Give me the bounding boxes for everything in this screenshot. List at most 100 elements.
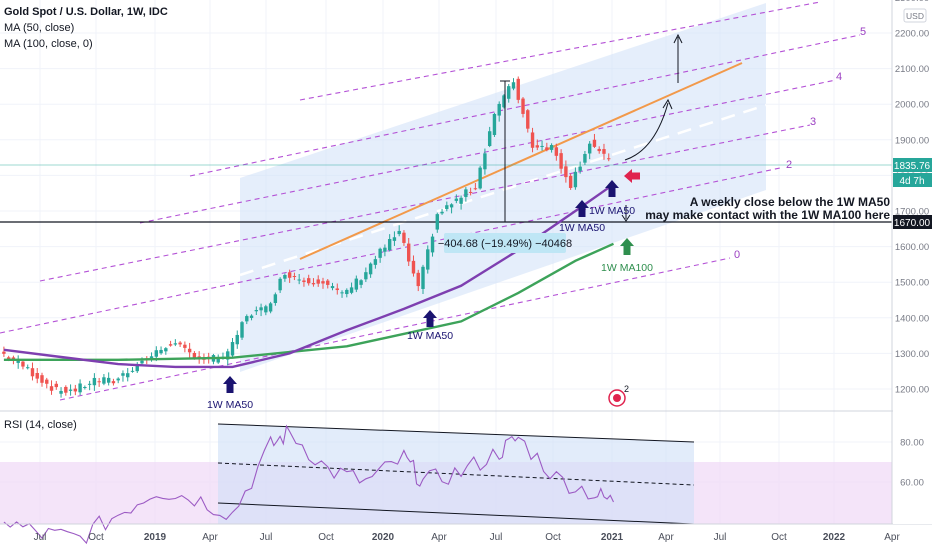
time-tick-label: Jul — [714, 532, 727, 543]
candle-body — [21, 361, 25, 367]
price-axis-bg[interactable] — [893, 0, 932, 524]
time-tick-label: Apr — [202, 532, 218, 543]
time-tick-label: Jul — [34, 532, 47, 543]
candle-body — [2, 351, 6, 354]
candle-body — [526, 110, 530, 129]
candle-body — [468, 191, 473, 193]
candle-body — [502, 95, 506, 108]
time-tick-label: Oct — [545, 532, 561, 543]
currency-badge[interactable] — [903, 8, 927, 23]
time-tick-label: Apr — [658, 532, 674, 543]
candle-body — [30, 368, 35, 377]
candle-body — [573, 171, 578, 188]
candle-body — [16, 359, 20, 363]
candle-body — [483, 153, 487, 170]
candle-body — [283, 275, 287, 279]
rsi-legend[interactable]: RSI (14, close) — [4, 419, 77, 431]
symbol-title: Gold Spot / U.S. Dollar, 1W, IDC — [4, 6, 168, 18]
candle-body — [26, 367, 30, 369]
candle-body — [54, 383, 58, 388]
ma50-legend[interactable]: MA (50, close) — [4, 22, 75, 34]
candle-body — [449, 204, 454, 208]
candle-body — [330, 286, 335, 289]
time-tick-label: Apr — [431, 532, 447, 543]
candle-body — [149, 356, 154, 360]
candle-body — [154, 350, 158, 357]
candle-body — [473, 188, 478, 190]
candle-body — [326, 280, 330, 285]
candle-body — [516, 78, 520, 100]
candle-body — [397, 230, 401, 235]
candle-body — [49, 386, 54, 391]
candle-body — [230, 342, 235, 356]
candle-body — [340, 292, 344, 294]
candle-body — [292, 276, 297, 278]
candle-body — [359, 280, 363, 285]
symbol-legend[interactable]: Gold Spot / U.S. Dollar, 1W, IDC MA (50,… — [4, 4, 168, 52]
price-tick-label: 2300.00 — [895, 0, 929, 4]
time-tick-label: 2022 — [823, 532, 846, 543]
candle-body — [278, 278, 282, 291]
candle-body — [487, 131, 492, 146]
candle-body — [364, 272, 368, 280]
time-tick-label: Oct — [771, 532, 787, 543]
candle-body — [121, 373, 125, 376]
candle-body — [226, 351, 230, 360]
candle-body — [268, 303, 273, 312]
measure-tool — [500, 80, 510, 223]
signal-arrows — [223, 169, 640, 393]
candle-body — [307, 278, 311, 284]
candle-body — [511, 82, 516, 89]
svg-text:3: 3 — [810, 116, 816, 128]
candle-body — [45, 379, 49, 384]
candle-body — [430, 236, 435, 253]
candle-body — [59, 390, 63, 394]
last-price-value: 1835.76 — [894, 161, 931, 172]
price-tick-label: 1200.00 — [895, 385, 929, 396]
candle-body — [64, 386, 68, 393]
rsi-channel-mid — [217, 462, 695, 486]
candle-body — [345, 289, 349, 295]
candle-body — [87, 383, 92, 385]
candle-body — [192, 352, 197, 359]
candle-body — [407, 243, 411, 262]
candle-body — [126, 373, 130, 378]
candle-body — [559, 153, 563, 169]
ma50-label-2: 1W MA50 — [407, 330, 453, 342]
ma100-legend[interactable]: MA (100, close, 0) — [4, 38, 93, 50]
candle-body — [92, 377, 97, 386]
candle-body — [273, 294, 278, 304]
projection-arrows — [621, 33, 683, 222]
price-tick-label: 1900.00 — [895, 135, 929, 146]
candle-body — [259, 307, 263, 311]
candle-body — [530, 132, 535, 148]
channel-labels: 0 2 3 4 5 — [734, 26, 866, 261]
candle-body — [287, 272, 292, 278]
ma50-arrow-icon — [605, 180, 619, 197]
candle-body — [597, 148, 601, 152]
candle-body — [321, 281, 325, 284]
price-tick-label: 2200.00 — [895, 29, 929, 40]
candle-body — [102, 377, 106, 384]
ma100-label: 1W MA100 — [601, 262, 653, 274]
ma50-label-3: 1W MA50 — [559, 222, 605, 234]
candle-body — [78, 383, 82, 393]
candle-body — [392, 237, 397, 241]
candle-body — [311, 283, 316, 285]
candle-body — [459, 197, 463, 204]
candle-body — [416, 272, 420, 287]
candle-body — [316, 279, 320, 284]
candle-body — [578, 166, 582, 171]
time-axis[interactable]: Jul Oct 2019 Apr Jul Oct 2020 Apr Jul Oct 2021 Apr J… — [34, 532, 901, 543]
candle-body — [378, 248, 382, 258]
time-tick-label: 2021 — [601, 532, 624, 543]
candle-body — [507, 86, 511, 99]
candle-body — [402, 232, 406, 243]
ma50-arrow-icon — [423, 310, 437, 327]
rsi-channel-bottom — [217, 502, 695, 525]
price-tick-label: 1700.00 — [895, 207, 929, 218]
ma100-line — [3, 242, 614, 361]
candle-body — [35, 372, 39, 379]
events-badge-icon[interactable]: 2 — [608, 384, 629, 407]
